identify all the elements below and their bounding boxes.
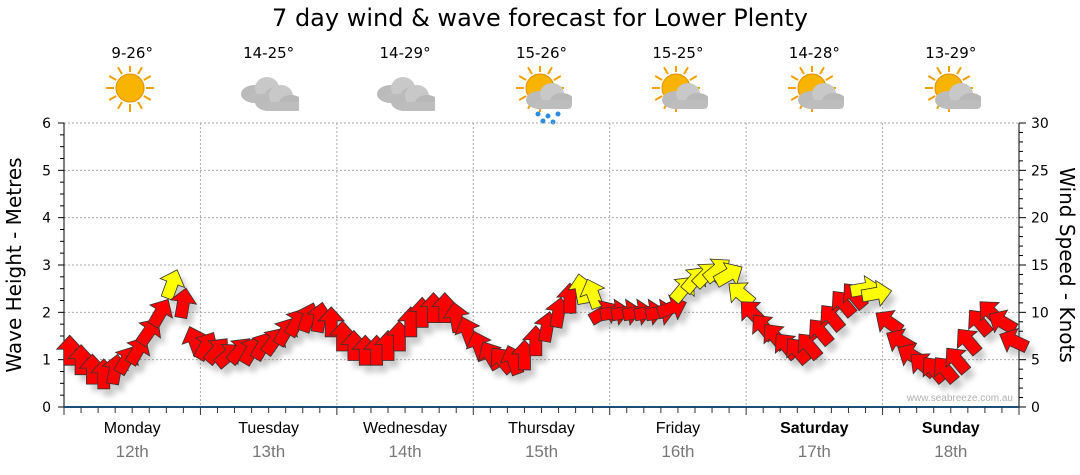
y-tick-label-right: 10 bbox=[1031, 305, 1049, 321]
sun-shape bbox=[106, 66, 155, 112]
day-date: 13th bbox=[252, 442, 286, 461]
wind-arrow bbox=[169, 287, 198, 320]
y-tick-label-right: 20 bbox=[1031, 211, 1049, 227]
wind-arrow bbox=[860, 279, 893, 308]
weather-forecast-day: 9-26° bbox=[82, 44, 182, 126]
x-axis-day-label: Wednesday 14th bbox=[337, 420, 473, 462]
y-tick-label-left: 2 bbox=[42, 305, 51, 321]
wind-arrow bbox=[956, 328, 983, 357]
day-name: Sunday bbox=[921, 420, 980, 437]
temperature-range: 14-25° bbox=[243, 44, 295, 62]
temperature-range: 14-29° bbox=[379, 44, 431, 62]
wind-arrow bbox=[999, 327, 1030, 354]
day-date: 14th bbox=[388, 442, 422, 461]
y-axis-right-label: Wind Speed - Knots bbox=[1055, 167, 1079, 363]
wind-arrow bbox=[147, 298, 173, 329]
sunny-icon bbox=[106, 66, 155, 112]
day-date: 18th bbox=[934, 442, 968, 461]
cloudy-icon bbox=[240, 77, 299, 111]
y-tick-label-left: 4 bbox=[42, 211, 51, 227]
chart-title: 7 day wind & wave forecast for Lower Ple… bbox=[272, 4, 808, 32]
x-axis-day-label: Thursday 15th bbox=[474, 420, 610, 462]
weather-forecast-day: 15-26° bbox=[492, 44, 592, 126]
day-name: Wednesday bbox=[362, 420, 448, 437]
sun-cloud-rain-icon bbox=[515, 66, 572, 125]
y-axis-left-label: Wave Height - Metres bbox=[2, 157, 26, 372]
weather-forecast-day: 13-29° bbox=[901, 44, 1001, 126]
temperature-range: 14-28° bbox=[788, 44, 840, 62]
watermark: www.seabreeze.com.au bbox=[906, 393, 1013, 404]
day-date: 17th bbox=[797, 442, 831, 461]
partly-cloudy-icon bbox=[651, 66, 708, 112]
x-axis-day-label: Monday 12th bbox=[64, 420, 200, 462]
wind-arrow bbox=[579, 278, 606, 311]
weather-forecast-day: 14-28° bbox=[764, 44, 864, 126]
day-name: Friday bbox=[655, 420, 701, 437]
x-axis-day-label: Sunday 18th bbox=[883, 420, 1019, 462]
weather-forecast-day: 14-29° bbox=[355, 44, 455, 126]
day-date: 12th bbox=[115, 442, 149, 461]
temperature-range: 15-25° bbox=[652, 44, 704, 62]
y-tick-label-left: 6 bbox=[42, 116, 51, 132]
temperature-range: 9-26° bbox=[111, 44, 153, 62]
day-date: 16th bbox=[661, 442, 695, 461]
day-name: Saturday bbox=[780, 420, 849, 437]
cloudy-icon bbox=[377, 77, 436, 111]
x-axis-day-label: Friday 16th bbox=[610, 420, 746, 462]
wind-arrow bbox=[159, 269, 186, 301]
x-axis-day-label: Saturday 17th bbox=[746, 420, 882, 462]
y-tick-label-left: 5 bbox=[42, 163, 51, 179]
day-name: Tuesday bbox=[238, 420, 300, 437]
y-tick-label-right: 0 bbox=[1031, 400, 1040, 416]
temperature-range: 15-26° bbox=[515, 44, 568, 62]
y-tick-label-right: 25 bbox=[1031, 163, 1049, 179]
day-name: Monday bbox=[103, 420, 161, 437]
partly-cloudy-icon bbox=[788, 66, 845, 112]
y-tick-label-left: 0 bbox=[42, 400, 51, 416]
y-tick-label-right: 30 bbox=[1031, 116, 1049, 132]
wind-arrow bbox=[317, 306, 346, 338]
x-axis-day-label: Tuesday 13th bbox=[201, 420, 337, 462]
wind-arrow bbox=[945, 347, 972, 376]
y-tick-label-left: 1 bbox=[42, 353, 51, 369]
day-date: 15th bbox=[524, 442, 559, 461]
y-tick-label-right: 15 bbox=[1031, 258, 1049, 274]
weather-forecast-day: 14-25° bbox=[219, 44, 319, 126]
weather-forecast-day: 15-25° bbox=[628, 44, 728, 126]
y-tick-label-left: 3 bbox=[42, 258, 51, 274]
y-tick-label-right: 5 bbox=[1031, 353, 1040, 369]
temperature-range: 13-29° bbox=[925, 44, 977, 62]
day-name: Thursday bbox=[508, 420, 575, 437]
partly-cloudy-icon bbox=[924, 66, 981, 112]
